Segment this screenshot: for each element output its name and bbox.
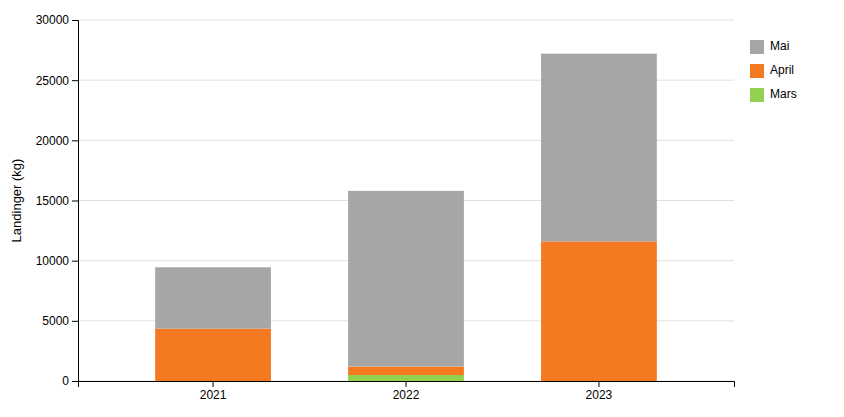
bar xyxy=(348,375,464,381)
y-tick-mark xyxy=(72,80,78,81)
y-tick-label: 5000 xyxy=(42,314,69,328)
y-axis: 0 5000 10000 15000 20000 25000 30000 xyxy=(36,13,79,388)
y-tick: 20000 xyxy=(36,134,78,148)
y-tick: 0 xyxy=(62,374,78,388)
bar xyxy=(348,367,464,375)
x-tick: 2022 xyxy=(393,381,420,402)
x-tick-mark xyxy=(406,381,407,387)
legend-item: April xyxy=(750,63,794,78)
legend-swatch xyxy=(750,88,764,102)
y-tick: 5000 xyxy=(42,314,78,328)
y-tick-label: 25000 xyxy=(36,74,70,88)
bar xyxy=(541,241,657,381)
legend-label: April xyxy=(770,63,794,77)
legend-swatch xyxy=(750,40,764,54)
legend-item: Mars xyxy=(750,87,797,102)
y-tick-label: 20000 xyxy=(36,134,70,148)
y-tick: 15000 xyxy=(36,194,78,208)
legend-item: Mai xyxy=(750,39,789,54)
y-tick-label: 0 xyxy=(62,374,69,388)
x-tick: 2023 xyxy=(586,381,613,402)
plot: 2021 2022 2023 0 5000 10000 15000 20000 25000 300… xyxy=(36,13,735,401)
x-tick-mark xyxy=(213,381,214,387)
grid-line xyxy=(78,20,734,21)
chart: 2021 2022 2023 0 5000 10000 15000 20000 25000 300… xyxy=(0,0,844,417)
y-tick-label: 10000 xyxy=(36,254,70,268)
x-axis: 2021 2022 2023 xyxy=(79,381,735,402)
y-axis-line xyxy=(72,21,79,382)
y-tick-mark xyxy=(72,20,78,21)
y-tick: 25000 xyxy=(36,74,78,88)
y-axis-title: Landinger (kg) xyxy=(9,159,24,243)
x-tick: 2021 xyxy=(200,381,227,402)
grid xyxy=(78,20,734,381)
bar xyxy=(155,329,271,381)
y-tick: 30000 xyxy=(36,13,78,27)
y-tick-mark xyxy=(72,261,78,262)
x-tick-label: 2021 xyxy=(200,388,227,402)
legend: Mai April Mars xyxy=(750,39,797,102)
y-tick-mark xyxy=(72,140,78,141)
y-tick-mark xyxy=(72,321,78,322)
bar xyxy=(348,191,464,367)
legend-label: Mars xyxy=(770,87,797,101)
bar xyxy=(541,54,657,242)
y-tick: 10000 xyxy=(36,254,78,268)
x-tick-label: 2023 xyxy=(586,388,613,402)
x-tick-label: 2022 xyxy=(393,388,420,402)
legend-swatch xyxy=(750,64,764,78)
series xyxy=(155,54,657,367)
y-tick-label: 15000 xyxy=(36,194,70,208)
legend-label: Mai xyxy=(770,39,789,53)
y-tick-mark xyxy=(72,201,78,202)
series xyxy=(348,375,464,381)
bars xyxy=(155,54,657,381)
bar xyxy=(155,267,271,328)
y-tick-mark xyxy=(72,381,78,382)
x-axis-line xyxy=(79,382,735,388)
y-tick-label: 30000 xyxy=(36,13,70,27)
x-tick-mark xyxy=(598,381,599,387)
